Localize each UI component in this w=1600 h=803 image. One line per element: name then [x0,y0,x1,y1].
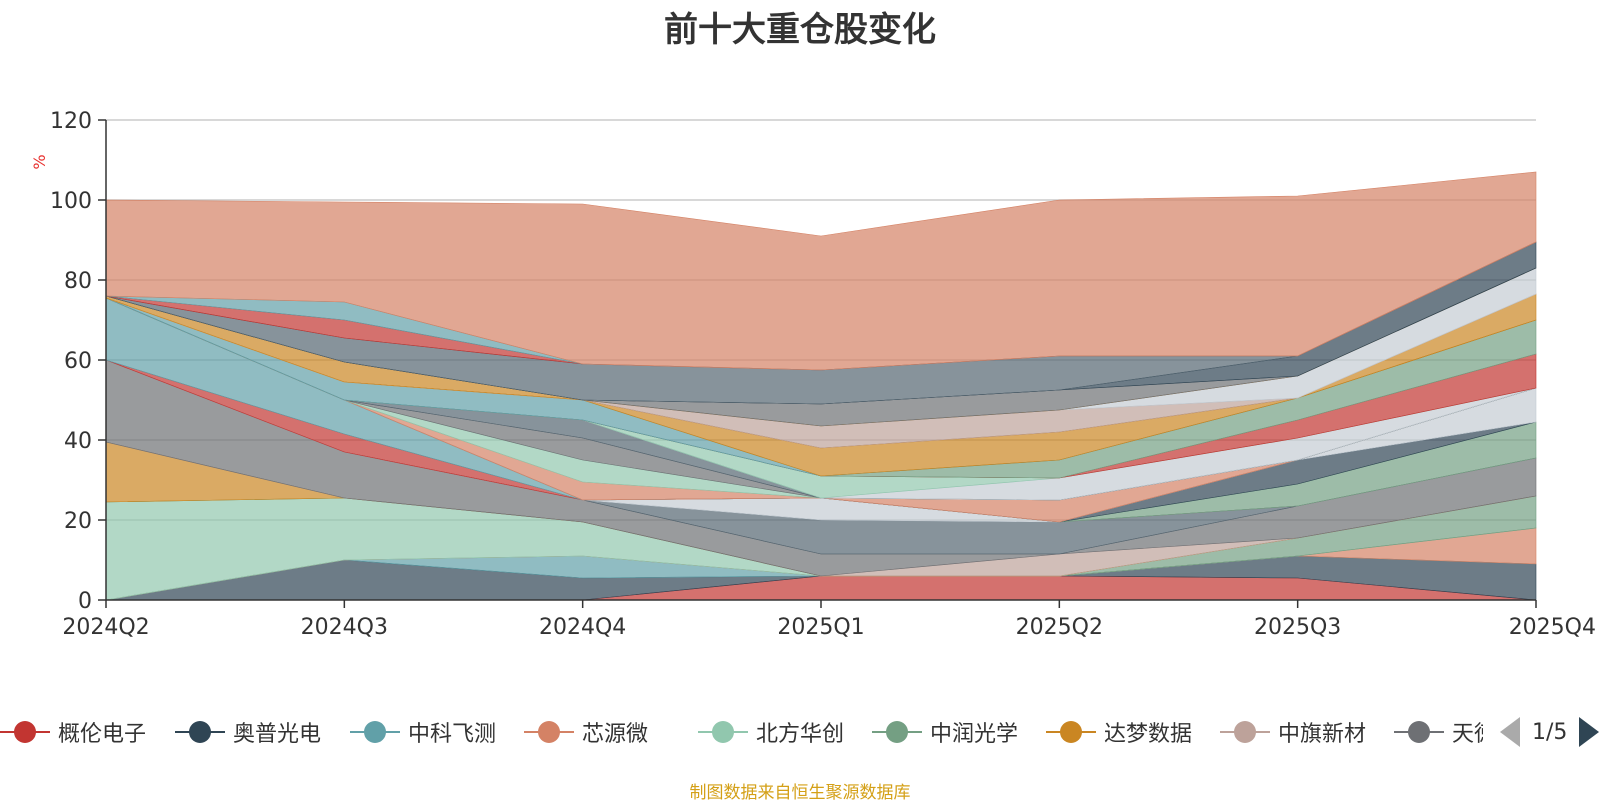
x-tick-label: 2025Q4 [1509,615,1596,640]
legend-item[interactable]: 北方华创 [698,712,844,752]
legend-item[interactable]: 奥普光电 [175,712,321,752]
legend-label: 中旗新材 [1278,722,1367,747]
legend-pager: 1/5 [1500,712,1600,752]
x-tick-label: 2024Q4 [539,615,626,640]
legend-marker-icon [350,719,400,745]
legend-next-page-icon[interactable] [1579,717,1600,747]
chart-area: 0 20 40 60 80 100 120 2024Q2 2024Q3 2024Q4 2025Q1 2… [30,109,1596,640]
legend-prev-page-icon[interactable] [1500,717,1520,747]
legend-marker-icon [1394,719,1444,745]
axes: 0 20 40 60 80 100 120 2024Q2 2024Q3 2024Q4 2025Q1 2… [50,109,1596,640]
legend-label: 北方华创 [756,722,845,747]
legend-marker-icon [872,719,922,745]
y-tick-label: 80 [64,269,92,294]
x-tick-label: 2025Q3 [1254,615,1341,640]
legend-item[interactable]: 中旗新材 [1220,712,1366,752]
y-tick-label: 40 [64,429,92,454]
x-tick-label: 2025Q1 [777,615,864,640]
legend: 概伦电子 奥普光电 中科飞测 芯源微 北方华创 中润光学 达梦数据 中旗新材 天徳钰 1/5 [0,712,1600,752]
legend-marker-icon [1220,719,1270,745]
legend-marker-icon [175,719,225,745]
stacked-area-series [105,171,1537,601]
x-tick-label: 2024Q2 [62,615,149,640]
legend-item[interactable]: 达梦数据 [1046,712,1192,752]
legend-item[interactable]: 中科飞测 [350,712,496,752]
area-series-36 [105,171,1537,371]
legend-marker-icon [524,719,574,745]
legend-label: 奥普光电 [233,722,322,747]
legend-label: 中科飞测 [408,722,497,747]
legend-items: 概伦电子 奥普光电 中科飞测 芯源微 北方华创 中润光学 达梦数据 中旗新材 天徳钰 [0,712,1483,752]
legend-marker-icon [0,719,50,745]
legend-marker-icon [698,719,748,745]
x-tick-label: 2025Q2 [1016,615,1103,640]
legend-label: 达梦数据 [1104,722,1193,747]
legend-item[interactable]: 概伦电子 [0,712,146,752]
y-axis-unit-label: % [30,154,49,169]
legend-label: 概伦电子 [58,722,147,747]
legend-item[interactable]: 天徳钰 [1394,712,1483,752]
legend-item[interactable]: 芯源微 [524,712,648,752]
x-tick-label: 2024Q3 [301,615,388,640]
chart-title: 前十大重仓股变化 [664,10,936,50]
legend-page-indicator: 1/5 [1532,719,1568,745]
legend-item[interactable]: 中润光学 [872,712,1018,752]
legend-label: 中润光学 [930,722,1019,747]
y-tick-label: 120 [50,109,92,134]
source-note: 制图数据来自恒生聚源数据库 [689,783,911,803]
y-tick-label: 0 [78,589,92,614]
y-tick-label: 20 [64,509,92,534]
legend-label: 芯源微 [582,722,649,747]
legend-label: 天徳钰 [1452,722,1483,747]
y-tick-label: 100 [50,189,92,214]
y-tick-label: 60 [64,349,92,374]
legend-marker-icon [1046,719,1096,745]
